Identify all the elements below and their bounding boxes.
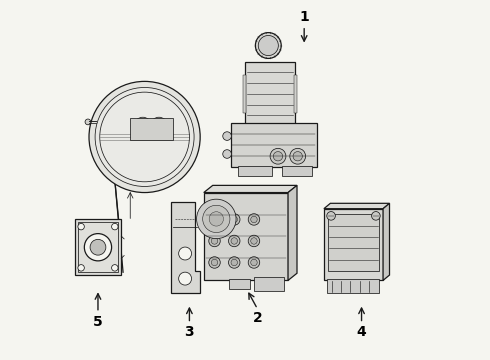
Circle shape (179, 272, 192, 285)
Circle shape (258, 36, 278, 55)
Polygon shape (204, 185, 297, 193)
Circle shape (231, 259, 238, 266)
Bar (282, 166, 313, 176)
Bar (130, 118, 173, 140)
Circle shape (211, 216, 218, 223)
Circle shape (85, 119, 91, 125)
Circle shape (248, 257, 260, 268)
Circle shape (90, 239, 106, 255)
Bar (204, 193, 288, 280)
Circle shape (209, 214, 221, 225)
Circle shape (255, 33, 281, 58)
Circle shape (371, 212, 380, 220)
Circle shape (112, 224, 118, 230)
Polygon shape (383, 203, 390, 280)
Circle shape (228, 235, 240, 247)
Circle shape (112, 265, 118, 271)
Circle shape (211, 238, 218, 244)
Bar (243, 75, 246, 113)
Circle shape (251, 238, 257, 244)
Circle shape (78, 224, 84, 230)
Circle shape (251, 216, 257, 223)
Polygon shape (288, 185, 297, 280)
Circle shape (209, 212, 223, 226)
Circle shape (150, 117, 168, 135)
Circle shape (251, 259, 257, 266)
Circle shape (78, 265, 84, 271)
Text: 5: 5 (93, 315, 103, 329)
Circle shape (327, 212, 335, 220)
Circle shape (293, 152, 302, 161)
Circle shape (248, 235, 260, 247)
Circle shape (84, 234, 112, 261)
Polygon shape (324, 203, 390, 209)
Bar (231, 123, 317, 167)
Bar (238, 166, 272, 176)
Bar (328, 214, 379, 271)
Bar (294, 75, 297, 113)
Circle shape (153, 121, 164, 132)
Bar (324, 209, 383, 280)
Text: 2: 2 (253, 311, 263, 325)
Circle shape (134, 117, 152, 135)
Circle shape (203, 205, 230, 233)
Circle shape (248, 214, 260, 225)
Circle shape (209, 257, 221, 268)
Circle shape (231, 216, 238, 223)
Text: 1: 1 (299, 10, 309, 24)
Circle shape (223, 132, 231, 140)
Circle shape (196, 199, 236, 239)
Text: 3: 3 (185, 325, 194, 339)
Circle shape (95, 87, 194, 186)
Circle shape (211, 259, 218, 266)
Circle shape (270, 148, 286, 164)
Circle shape (137, 121, 148, 132)
Text: 4: 4 (357, 325, 367, 339)
Bar (229, 279, 250, 289)
Circle shape (228, 257, 240, 268)
Bar (327, 279, 379, 293)
Circle shape (228, 214, 240, 225)
Circle shape (179, 247, 192, 260)
Circle shape (273, 152, 283, 161)
Bar (74, 220, 122, 275)
Polygon shape (172, 202, 200, 293)
Circle shape (223, 150, 231, 158)
Circle shape (89, 81, 200, 193)
Circle shape (100, 92, 190, 182)
Circle shape (290, 148, 306, 164)
Circle shape (231, 238, 238, 244)
Bar (77, 222, 119, 272)
Circle shape (209, 235, 221, 247)
Bar (254, 277, 284, 291)
Bar (245, 62, 295, 126)
